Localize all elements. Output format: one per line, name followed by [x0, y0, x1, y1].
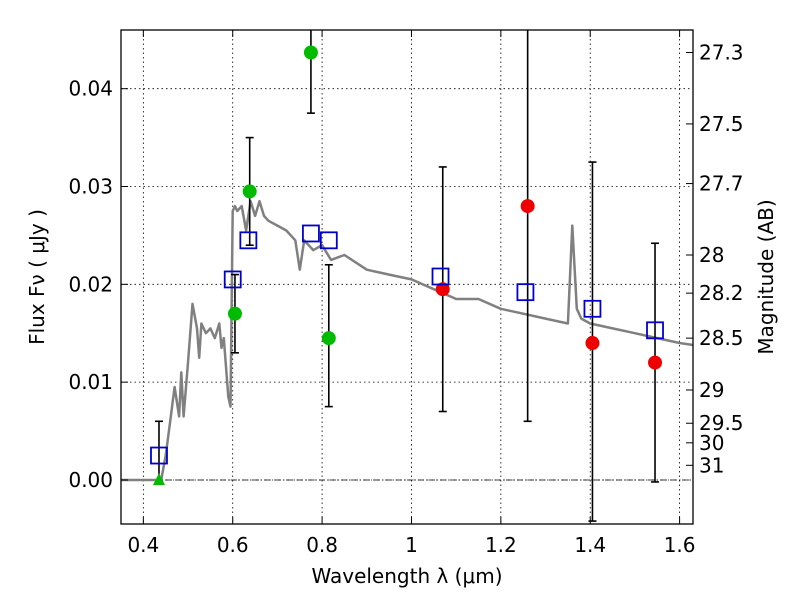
x-tick-label: 0.6	[217, 533, 249, 557]
plot-frame	[120, 29, 694, 525]
right-tick-label: 31	[699, 453, 724, 477]
grid	[121, 30, 693, 524]
measured-points-layer	[152, 45, 663, 485]
y-tick-label: 0.00	[68, 468, 113, 492]
right-tick-label: 28	[699, 243, 724, 267]
y-tick-label: 0.02	[68, 272, 113, 296]
red-data-point	[585, 336, 600, 351]
right-tick-label: 29.5	[699, 411, 744, 435]
right-tick-label: 28.2	[699, 281, 744, 305]
x-axis-title: Wavelength λ (μm)	[311, 564, 502, 588]
x-tick-label: 1	[405, 533, 418, 557]
model-photometry-square	[516, 283, 535, 302]
x-tick-label: 1.6	[664, 533, 696, 557]
right-tick-label: 27.3	[699, 40, 744, 64]
model-photometry-square	[583, 299, 602, 318]
upper-limit-triangle	[152, 472, 165, 485]
model-photometry-square	[223, 270, 242, 289]
red-data-point	[520, 199, 535, 214]
green-data-point	[242, 184, 257, 199]
y-tick-label: 0.04	[68, 77, 113, 101]
model-photometry-square	[302, 224, 320, 243]
model-photometry-square	[150, 446, 168, 465]
model-spectrum-line	[121, 199, 694, 482]
green-data-point	[303, 45, 318, 60]
right-axis-title: Magnitude (AB)	[754, 199, 778, 354]
ticks-layer	[121, 30, 693, 524]
right-tick-label: 27.5	[699, 112, 744, 136]
y-tick-label: 0.03	[68, 175, 113, 199]
y-tick-label: 0.01	[68, 370, 113, 394]
x-tick-label: 0.4	[127, 533, 159, 557]
right-tick-label: 28.5	[699, 326, 744, 350]
red-data-point	[648, 355, 663, 370]
green-data-point	[227, 306, 242, 321]
model-photometry-square	[239, 231, 258, 250]
model-photometry-layer	[150, 224, 664, 465]
red-data-point	[435, 282, 450, 297]
x-tick-label: 1.4	[574, 533, 606, 557]
right-tick-label: 30	[699, 431, 724, 455]
model-photometry-square	[319, 231, 338, 250]
model-photometry-square	[431, 267, 450, 286]
y-axis-title: Flux Fν ( μJy )	[25, 209, 49, 345]
right-tick-label: 29	[699, 378, 724, 402]
model-spectrum-layer	[121, 199, 694, 482]
x-tick-label: 1.2	[485, 533, 517, 557]
green-data-point	[321, 331, 336, 346]
tick-labels-layer: 0.4 0.6 0.8 1 1.2 1.4 1.6 0.00 0.01 0.02 0.03 0.04 2…	[68, 40, 743, 557]
model-photometry-square	[646, 321, 664, 340]
right-tick-label: 27.7	[699, 172, 744, 196]
x-tick-label: 0.8	[306, 533, 338, 557]
